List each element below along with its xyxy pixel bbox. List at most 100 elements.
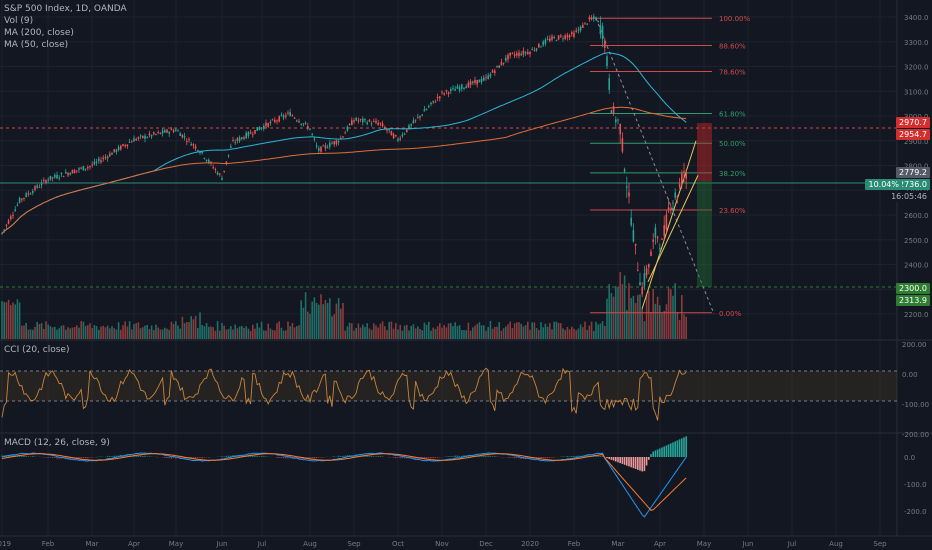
macd-histogram-bar	[258, 456, 261, 457]
fib-retracement[interactable]: 100.00% 88.60% 78.60% 61.80% 50.00% 38.20% 23.…	[590, 15, 750, 318]
candle-body	[586, 23, 588, 25]
fib-level-label: 0.00%	[719, 310, 742, 318]
macd-histogram-bar	[84, 457, 87, 459]
macd-histogram-bar	[601, 455, 604, 457]
candle-body	[280, 115, 283, 117]
candle-body	[155, 133, 157, 135]
volume-bar	[480, 325, 483, 339]
macd-histogram-bar	[56, 457, 58, 459]
volume-bar	[166, 328, 168, 339]
long-position-tool[interactable]	[641, 123, 712, 310]
macd-histogram-bar	[494, 456, 496, 457]
volume-bar	[291, 323, 294, 339]
volume-bar	[307, 311, 309, 339]
volume-bar	[203, 326, 206, 339]
candle-body	[144, 135, 146, 139]
volume-bar	[656, 296, 659, 339]
cci-pane	[0, 367, 897, 421]
candle-body	[685, 171, 687, 179]
candle-body	[538, 43, 540, 48]
macd-histogram-bar	[375, 456, 377, 457]
volume-bar	[117, 322, 120, 339]
macd-histogram-bar	[377, 456, 379, 457]
candle-body	[370, 123, 373, 125]
candle-body	[601, 26, 604, 40]
candle-body	[511, 52, 514, 54]
candle-body	[65, 171, 67, 174]
volume-bar	[175, 321, 177, 339]
candle-body	[271, 119, 274, 121]
volume-bar	[186, 322, 188, 339]
cci-line	[1, 367, 687, 421]
volume-bar	[221, 322, 223, 339]
volume-bar	[487, 327, 489, 339]
cci-axis-label: 200.00	[902, 341, 927, 349]
candle-body	[549, 38, 551, 41]
grid	[0, 0, 932, 537]
volume-bar	[65, 329, 67, 339]
volume-bar	[155, 324, 157, 339]
legend-ma50[interactable]: MA (50, close)	[4, 40, 69, 50]
macd-histogram-bar	[265, 456, 267, 457]
macd-histogram-bar	[670, 443, 672, 457]
volume-bar	[113, 328, 115, 339]
macd-histogram-bar	[337, 455, 340, 457]
volume-bar	[179, 328, 181, 339]
volume-bar	[540, 322, 542, 339]
volume-bar	[298, 325, 300, 339]
candle-body	[348, 123, 351, 126]
candle-body	[612, 106, 615, 114]
symbol-title[interactable]: S&P 500 Index, 1D, OANDA	[4, 4, 127, 14]
candle-body	[463, 87, 465, 89]
volume-bar	[45, 321, 47, 339]
volume-bar	[236, 328, 239, 339]
macd-histogram-bar	[573, 456, 575, 457]
macd-histogram-bar	[445, 456, 448, 457]
volume-bar	[190, 316, 192, 339]
legend-vol[interactable]: Vol (9)	[4, 16, 34, 26]
macd-histogram-bar	[379, 456, 382, 457]
candle-body	[223, 170, 225, 172]
volume-bar	[597, 324, 599, 339]
volume-bar	[557, 322, 560, 339]
volume-bar	[463, 330, 465, 339]
macd-histogram-bar	[423, 457, 426, 459]
volume-bar	[320, 294, 322, 339]
candle-body	[597, 20, 599, 22]
candle-body	[472, 81, 474, 84]
candle-body	[359, 119, 362, 121]
volume-bar	[461, 330, 463, 339]
price-axis-label: 2900.0	[904, 138, 929, 146]
volume-bar	[489, 321, 492, 339]
candle-body	[643, 273, 646, 286]
volume-bar	[674, 283, 676, 339]
legend-ma200[interactable]: MA (200, close)	[4, 28, 74, 38]
volume-bar	[577, 328, 580, 339]
macd-histogram-bar	[197, 457, 199, 458]
candle-body	[573, 32, 575, 37]
candle-body	[346, 126, 349, 131]
candle-body	[397, 138, 399, 141]
macd-histogram-bar	[469, 455, 472, 457]
macd-histogram-bar	[285, 457, 287, 459]
cci-axis-label: 0.00	[902, 371, 918, 379]
macd-histogram-bar	[113, 455, 115, 457]
candle-body	[654, 227, 657, 238]
legend-macd[interactable]: MACD (12, 26, close, 9)	[4, 438, 110, 448]
candle-body	[634, 243, 637, 246]
macd-histogram-bar	[612, 457, 615, 461]
candle-body	[571, 32, 573, 35]
macd-histogram-bar	[683, 437, 685, 457]
fib-level-label: 61.80%	[719, 111, 746, 119]
legend-cci[interactable]: CCI (20, close)	[4, 345, 70, 355]
volume-bar	[421, 330, 423, 339]
candle-body	[452, 87, 454, 89]
volume-bar	[161, 329, 164, 339]
macd-histogram-bar	[544, 457, 547, 459]
volume-bar	[529, 329, 531, 339]
macd-histogram-bar	[227, 455, 230, 457]
candle-body	[159, 132, 162, 134]
macd-histogram-bar	[388, 457, 390, 458]
candle-body	[122, 144, 124, 146]
